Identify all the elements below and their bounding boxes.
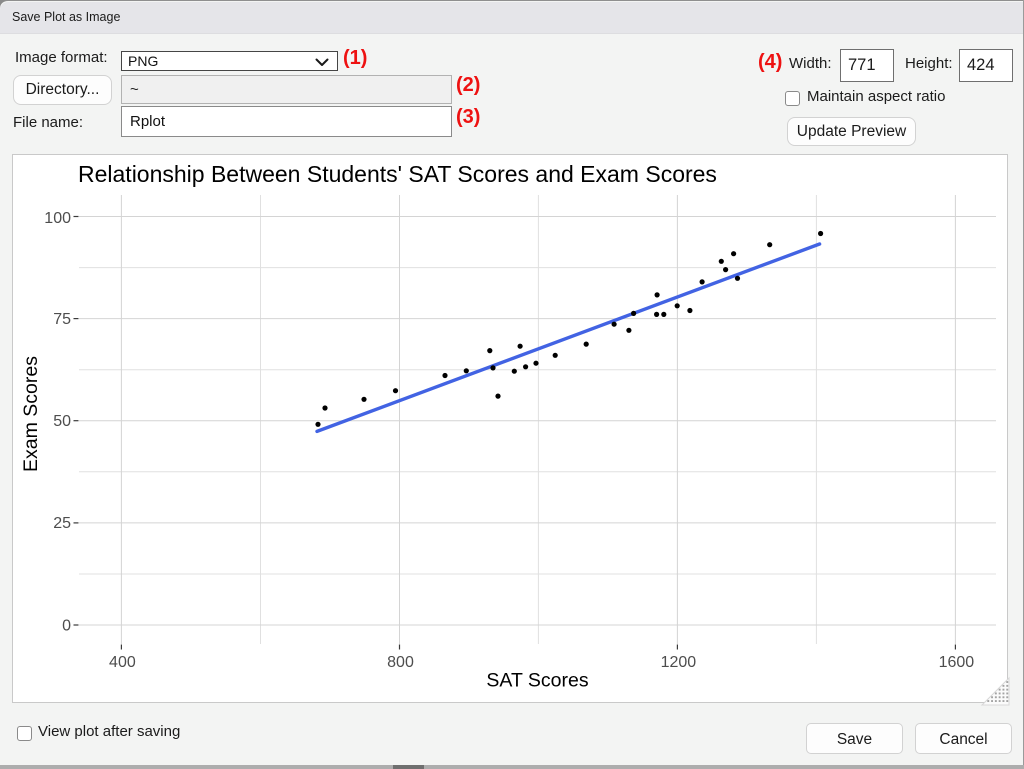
svg-text:Relationship Between Students': Relationship Between Students' SAT Score… <box>78 161 717 187</box>
svg-text:1200: 1200 <box>661 654 697 671</box>
svg-text:SAT Scores: SAT Scores <box>486 670 588 692</box>
svg-text:25: 25 <box>53 515 71 532</box>
svg-text:75: 75 <box>53 311 71 328</box>
svg-text:0: 0 <box>62 617 71 634</box>
svg-text:1600: 1600 <box>939 654 975 671</box>
svg-text:Exam Scores: Exam Scores <box>20 356 42 472</box>
svg-text:100: 100 <box>44 210 71 227</box>
svg-text:50: 50 <box>53 413 71 430</box>
svg-text:800: 800 <box>387 654 414 671</box>
svg-text:400: 400 <box>109 654 136 671</box>
